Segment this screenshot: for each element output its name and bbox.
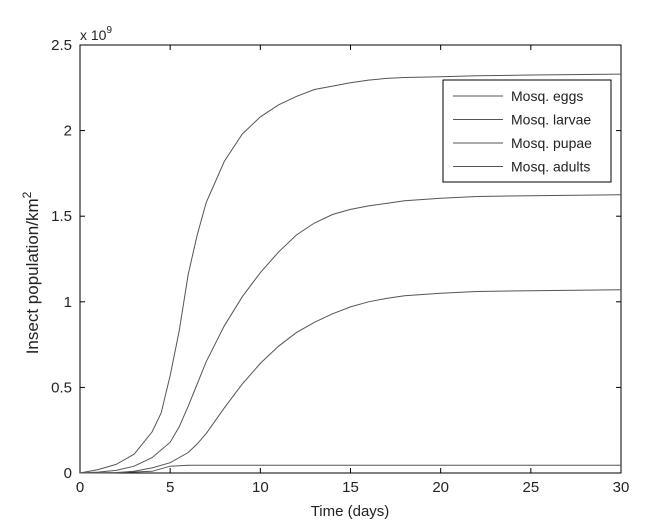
series-line-4	[79, 464, 621, 474]
series-lines	[79, 73, 622, 474]
series-line-1	[79, 73, 622, 474]
series-line-2	[79, 194, 622, 474]
y-axis-label: Insect population/km2	[20, 191, 42, 354]
y-scale-exponent: 9	[106, 25, 112, 36]
y-scale-factor: x 109	[80, 25, 112, 43]
x-tick-label: 5	[166, 479, 174, 496]
y-tick-label: 1	[64, 294, 72, 311]
y-tick-label: 2	[64, 123, 72, 140]
legend-label: Mosq. larvae	[511, 112, 591, 128]
y-axis-label-superscript: 2	[20, 191, 34, 198]
y-tick-label: 1.5	[51, 208, 72, 225]
y-tick-label: 0.5	[51, 379, 72, 396]
axis-ticks: 0 5 10 15 20 25 30 0 0.5 1 1.5 2 2.5	[51, 37, 629, 496]
legend-label: Mosq. adults	[511, 159, 590, 175]
legend: Mosq. eggs Mosq. larvae Mosq. pupae Mosq. a…	[442, 79, 612, 183]
x-tick-label: 20	[432, 479, 449, 496]
x-tick-label: 15	[342, 479, 359, 496]
legend-label: Mosq. eggs	[511, 88, 583, 104]
y-tick-label: 0	[64, 465, 72, 482]
x-tick-label: 25	[522, 479, 539, 496]
y-axis-label-text: Insect population/km	[23, 198, 42, 354]
series-line-3	[79, 289, 622, 474]
legend-label: Mosq. pupae	[511, 135, 592, 151]
y-tick-label: 2.5	[51, 37, 72, 54]
y-scale-base: x 10	[80, 27, 107, 43]
x-tick-label: 0	[76, 479, 84, 496]
x-tick-label: 30	[613, 479, 630, 496]
x-tick-label: 10	[252, 479, 269, 496]
legend-box	[442, 79, 612, 183]
x-axis-label: Time (days)	[311, 503, 390, 520]
